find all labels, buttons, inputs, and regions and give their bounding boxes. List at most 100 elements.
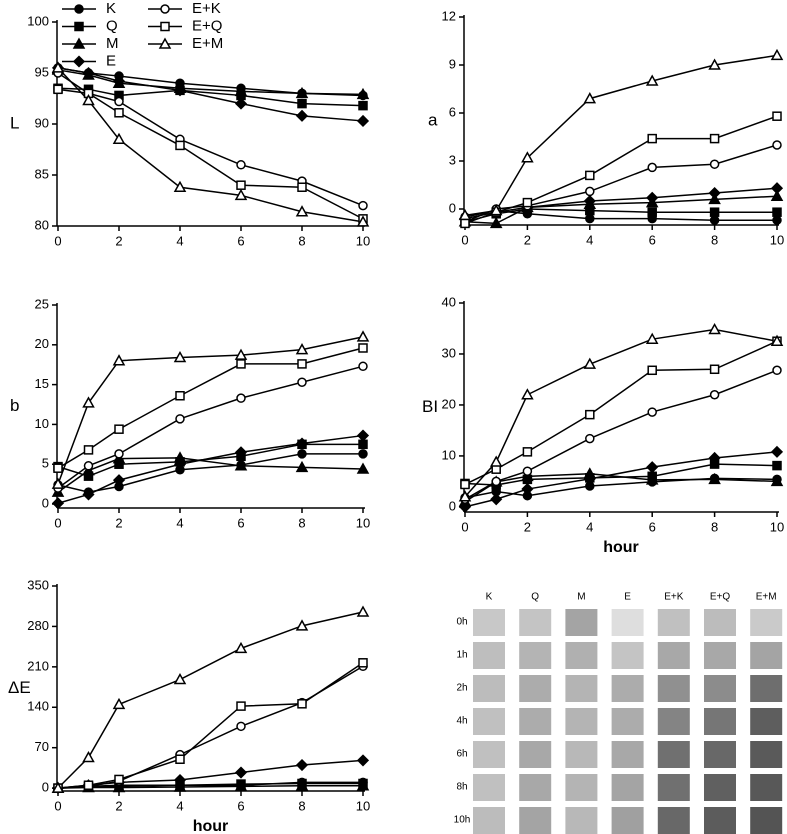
marker xyxy=(358,755,368,765)
marker xyxy=(710,188,720,198)
series-line xyxy=(465,341,777,484)
y-tick-label: 140 xyxy=(27,699,49,714)
swatch xyxy=(473,642,505,669)
swatch xyxy=(658,609,690,636)
marker xyxy=(648,163,656,171)
marker xyxy=(298,183,306,191)
series-line xyxy=(58,89,363,219)
x-tick-label: 10 xyxy=(356,233,370,248)
marker xyxy=(297,111,307,121)
marker xyxy=(711,391,719,399)
swatch xyxy=(519,609,551,636)
marker xyxy=(358,332,368,341)
x-tick-label: 6 xyxy=(237,515,244,530)
swatch xyxy=(658,708,690,735)
swatch xyxy=(704,642,736,669)
swatch xyxy=(565,807,597,834)
x-tick-label: 2 xyxy=(524,519,531,534)
swatch xyxy=(473,741,505,768)
x-axis-title: hour xyxy=(193,818,229,834)
marker xyxy=(359,102,367,110)
swatch xyxy=(704,675,736,702)
y-tick-label: 70 xyxy=(35,739,49,754)
series-line xyxy=(58,68,363,96)
legend-label: M xyxy=(106,35,119,52)
y-axis-title: b xyxy=(10,396,19,415)
swatch-column-label: E xyxy=(624,592,631,603)
swatch xyxy=(565,675,597,702)
y-tick-label: 5 xyxy=(42,456,49,471)
marker xyxy=(586,435,594,443)
marker xyxy=(523,467,531,475)
marker xyxy=(648,408,656,416)
x-tick-label: 8 xyxy=(298,233,305,248)
marker xyxy=(115,109,123,117)
series-line xyxy=(58,68,363,222)
swatch xyxy=(519,642,551,669)
marker xyxy=(491,494,501,504)
legend-marker xyxy=(75,23,83,31)
marker xyxy=(298,100,306,108)
marker xyxy=(586,187,594,195)
marker xyxy=(115,425,123,433)
swatch xyxy=(658,774,690,801)
marker xyxy=(53,498,63,508)
swatch xyxy=(519,675,551,702)
marker xyxy=(358,116,368,126)
swatch xyxy=(612,675,644,702)
x-tick-label: 0 xyxy=(461,232,468,247)
marker xyxy=(461,219,469,227)
swatch xyxy=(612,609,644,636)
legend-label: E+K xyxy=(192,0,221,17)
x-tick-label: 0 xyxy=(54,515,61,530)
x-tick-label: 0 xyxy=(54,233,61,248)
series-line xyxy=(465,116,777,223)
marker xyxy=(115,775,123,783)
marker xyxy=(298,700,306,708)
y-tick-label: 350 xyxy=(27,577,49,592)
swatch xyxy=(473,774,505,801)
x-tick-label: 2 xyxy=(115,233,122,248)
y-tick-label: 20 xyxy=(442,396,456,411)
swatch xyxy=(565,774,597,801)
marker xyxy=(237,722,245,730)
marker xyxy=(115,98,123,106)
marker xyxy=(647,462,657,472)
marker xyxy=(359,344,367,352)
swatch-column-label: E+K xyxy=(664,592,684,603)
y-tick-label: 15 xyxy=(35,376,49,391)
swatch xyxy=(519,807,551,834)
y-tick-label: 0 xyxy=(42,495,49,510)
x-tick-label: 4 xyxy=(176,233,183,248)
swatch xyxy=(565,708,597,735)
marker xyxy=(237,181,245,189)
x-tick-label: 6 xyxy=(649,519,656,534)
swatch xyxy=(612,741,644,768)
swatch xyxy=(750,807,782,834)
marker xyxy=(359,202,367,210)
marker xyxy=(85,462,93,470)
swatch xyxy=(704,609,736,636)
swatch-column-label: E+Q xyxy=(710,592,731,603)
marker xyxy=(711,135,719,143)
marker xyxy=(358,431,368,441)
y-tick-label: 85 xyxy=(35,166,49,181)
legend-marker xyxy=(75,5,83,13)
marker xyxy=(359,450,367,458)
marker xyxy=(522,390,532,399)
legend-marker xyxy=(74,57,84,67)
x-tick-label: 4 xyxy=(176,798,183,813)
swatch-row-label: 0h xyxy=(456,617,467,628)
marker xyxy=(773,208,781,216)
marker xyxy=(237,360,245,368)
marker xyxy=(176,755,184,763)
x-tick-label: 10 xyxy=(356,515,370,530)
swatch-column-label: M xyxy=(577,592,585,603)
marker xyxy=(711,208,719,216)
legend-label: E+Q xyxy=(192,17,222,34)
y-tick-label: 80 xyxy=(35,217,49,232)
x-tick-label: 2 xyxy=(115,798,122,813)
marker xyxy=(237,702,245,710)
marker xyxy=(773,462,781,470)
marker xyxy=(772,447,782,457)
